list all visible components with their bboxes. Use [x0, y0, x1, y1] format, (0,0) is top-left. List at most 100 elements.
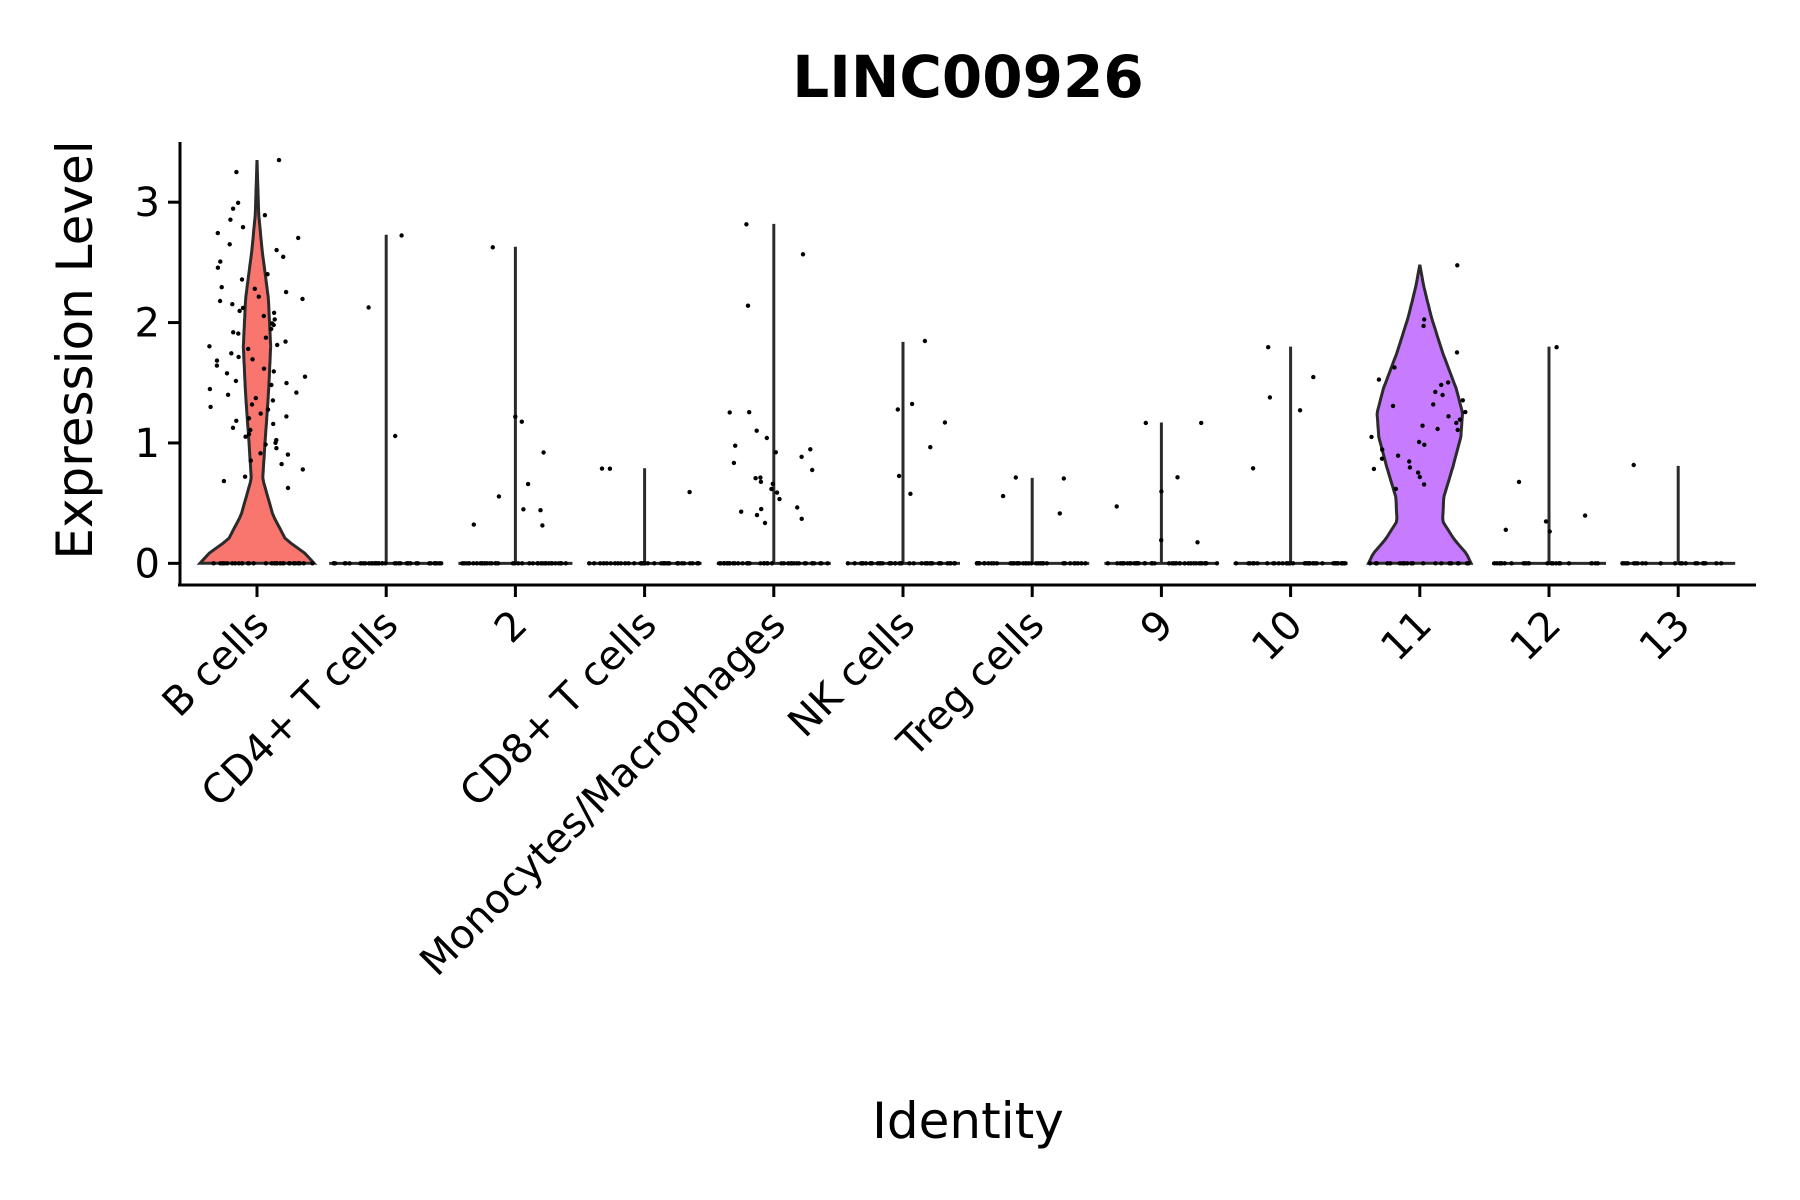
data-point	[276, 157, 282, 163]
data-point	[1435, 426, 1440, 432]
data-point	[399, 233, 404, 238]
data-point	[911, 561, 916, 566]
data-point	[1303, 561, 1309, 566]
data-point	[1199, 420, 1204, 426]
data-point	[261, 313, 266, 319]
data-point	[1297, 408, 1303, 413]
data-point	[1175, 475, 1180, 480]
x-tick-label-12: 12	[1502, 602, 1571, 671]
data-point	[1000, 493, 1006, 499]
data-point	[1159, 538, 1164, 543]
violin-treg-cells	[974, 475, 1090, 566]
data-point	[623, 561, 628, 566]
data-point	[696, 561, 701, 566]
data-point	[248, 458, 253, 463]
data-point	[1390, 403, 1396, 409]
data-point	[269, 561, 274, 566]
data-point	[283, 339, 288, 344]
data-point	[249, 402, 255, 407]
data-point	[747, 410, 752, 415]
data-point	[211, 561, 216, 566]
data-point	[300, 296, 305, 302]
data-point	[1173, 561, 1179, 566]
data-point	[530, 561, 536, 566]
data-point	[512, 561, 517, 566]
data-point	[1405, 561, 1410, 566]
data-point	[754, 512, 760, 518]
data-point	[246, 416, 252, 421]
data-point	[230, 302, 235, 307]
data-point	[496, 494, 502, 499]
data-point	[1401, 561, 1407, 566]
data-point	[948, 561, 953, 566]
data-point	[721, 561, 727, 566]
data-point	[331, 561, 337, 566]
data-point	[310, 561, 315, 566]
x-tick-label-10: 10	[1243, 602, 1312, 671]
data-point	[758, 561, 763, 566]
data-point	[598, 561, 603, 566]
data-point	[774, 490, 780, 495]
data-point	[478, 561, 483, 566]
data-point	[661, 561, 666, 566]
data-point	[271, 421, 276, 427]
data-point	[274, 446, 279, 451]
data-point	[246, 346, 251, 352]
data-point	[248, 427, 253, 433]
data-point	[727, 561, 732, 566]
data-point	[250, 357, 255, 362]
data-point	[275, 342, 280, 348]
data-point	[228, 217, 233, 222]
data-point	[1311, 374, 1316, 380]
data-point	[758, 475, 763, 480]
y-tick-label: 0	[135, 541, 160, 587]
data-point	[258, 451, 263, 456]
data-point	[217, 298, 223, 304]
data-point	[1369, 434, 1374, 440]
data-point	[845, 561, 851, 566]
data-point	[1492, 561, 1497, 566]
violin-9	[1104, 420, 1220, 566]
data-point	[1446, 414, 1451, 419]
data-point	[1132, 561, 1137, 566]
violin-2	[458, 245, 573, 566]
data-point	[251, 561, 256, 566]
data-point	[740, 561, 745, 566]
data-point	[758, 479, 764, 484]
data-point	[808, 447, 813, 452]
data-point	[679, 561, 684, 566]
data-point	[863, 561, 869, 566]
y-tick-label: 3	[135, 180, 160, 226]
data-point	[1643, 561, 1649, 566]
data-point	[818, 561, 823, 566]
data-point	[462, 561, 467, 566]
data-point	[1558, 561, 1563, 566]
data-point	[1061, 476, 1067, 481]
data-point	[608, 561, 613, 566]
data-point	[225, 392, 231, 397]
data-point	[802, 561, 807, 566]
data-point	[1714, 561, 1719, 566]
data-point	[1255, 561, 1260, 566]
data-point	[675, 561, 680, 566]
data-point	[535, 561, 541, 566]
data-point	[1449, 561, 1454, 566]
data-point	[274, 561, 279, 566]
plot-area	[196, 157, 1736, 566]
data-point	[207, 386, 213, 392]
data-point	[1036, 561, 1041, 566]
data-point	[896, 473, 902, 479]
data-point	[227, 242, 232, 247]
data-point	[1044, 561, 1050, 566]
data-point	[1543, 519, 1549, 524]
data-point	[736, 561, 741, 566]
data-point	[892, 561, 898, 566]
data-point	[1416, 439, 1422, 445]
data-point	[280, 561, 285, 566]
data-point	[1169, 561, 1175, 566]
data-point	[366, 561, 372, 566]
data-point	[1415, 470, 1421, 475]
data-point	[810, 467, 815, 473]
data-point	[1233, 561, 1239, 566]
data-point	[300, 467, 305, 472]
